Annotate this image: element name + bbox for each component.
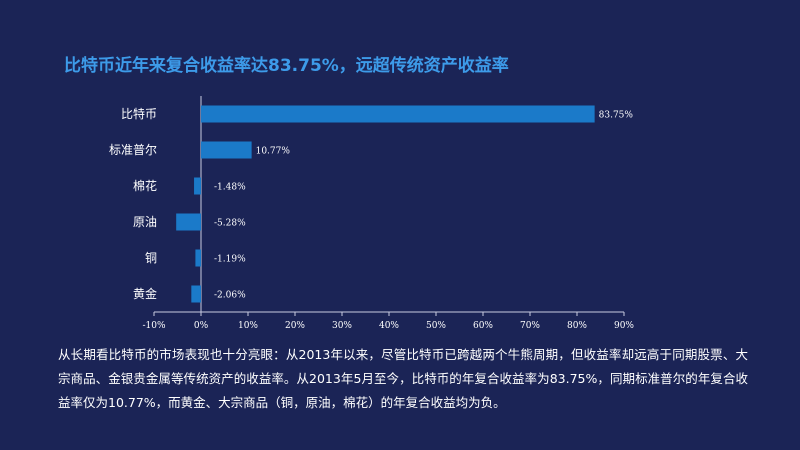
data-label: -2.06%: [214, 291, 246, 301]
bar-5: [191, 285, 201, 303]
chart-title: 比特币近年来复合收益率达83.75%，远超传统资产收益率: [64, 56, 509, 76]
x-tick-label: -10%: [142, 321, 165, 331]
category-label: 比特币: [121, 106, 157, 121]
category-label: 黄金: [133, 286, 157, 301]
description-paragraph: 从长期看比特币的市场表现也十分亮眼：从2013年以来，尽管比特币已跨越两个牛熊周…: [58, 347, 748, 410]
x-tick-label: 80%: [567, 321, 587, 331]
data-label: 10.77%: [256, 147, 291, 157]
chart-axes: [153, 96, 625, 316]
bar-1: [201, 141, 252, 159]
bar-3: [176, 213, 201, 231]
bar-4: [195, 249, 201, 267]
bar-2: [194, 177, 201, 195]
x-tick-label: 20%: [285, 321, 305, 331]
category-label: 标准普尔: [109, 142, 157, 157]
x-tick-label: 50%: [426, 321, 446, 331]
x-tick-label: 30%: [332, 321, 352, 331]
x-tick-label: 0%: [194, 321, 209, 331]
data-label: -5.28%: [214, 219, 246, 229]
x-tick-label: 90%: [614, 321, 634, 331]
data-label: -1.19%: [214, 255, 246, 265]
x-tick-label: 60%: [473, 321, 493, 331]
data-label: -1.48%: [214, 183, 246, 193]
value-labels: 83.75% 10.77% -1.48% -5.28% -1.19% -2.06%: [214, 111, 633, 301]
chart-bars: [176, 105, 595, 303]
x-tick-label: 70%: [520, 321, 540, 331]
data-label: 83.75%: [599, 111, 634, 121]
category-label: 棉花: [133, 178, 157, 193]
bar-0: [201, 105, 595, 123]
x-tick-label: 10%: [238, 321, 258, 331]
x-tick-label: 40%: [379, 321, 399, 331]
category-label: 铜: [145, 250, 157, 265]
category-label: 原油: [133, 215, 157, 229]
x-tick-labels: -10% 0% 10% 20% 30% 40% 50% 60% 70% 80% 90%: [142, 321, 634, 331]
